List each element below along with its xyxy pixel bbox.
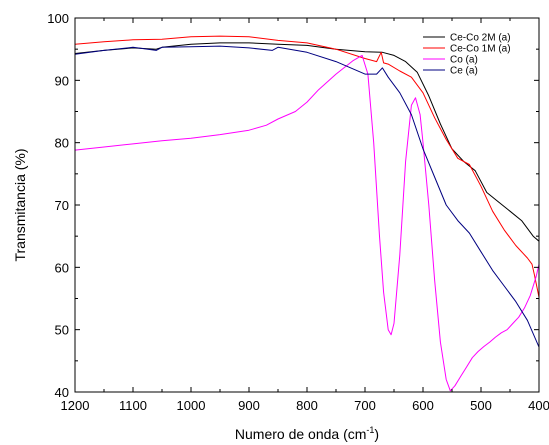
x-tick-label: 700 — [354, 398, 376, 413]
x-tick-label: 500 — [470, 398, 492, 413]
y-tick-label: 60 — [55, 260, 69, 275]
series-line-2 — [75, 35, 539, 298]
legend-label-1: Ce-Co 2M (a) — [450, 33, 511, 44]
series-line-1 — [75, 42, 539, 242]
y-tick-label: 90 — [55, 73, 69, 88]
x-tick-label: 1200 — [61, 398, 90, 413]
legend-label-3: Co (a) — [450, 55, 478, 66]
x-tick-label: 600 — [412, 398, 434, 413]
x-axis-label-superscript: -1 — [366, 425, 374, 435]
x-tick-label: 900 — [238, 398, 260, 413]
x-tick-label: 800 — [296, 398, 318, 413]
series-line-3 — [75, 54, 539, 392]
legend: Ce-Co 2M (a)Ce-Co 1M (a)Co (a)Ce (a) — [423, 33, 511, 77]
y-axis-label: Transmitancia (%) — [12, 148, 28, 261]
x-axis-label: Numero de onda (cm-1) — [235, 425, 379, 442]
x-axis-label-end: ) — [374, 426, 379, 442]
y-axis-ticks: 40 50 60 70 80 90 100 — [47, 11, 539, 400]
plot-area — [75, 18, 539, 392]
y-tick-label: 50 — [55, 323, 69, 338]
x-tick-label: 1000 — [177, 398, 206, 413]
series-layer — [75, 35, 539, 392]
x-axis-ticks: 1200 1100 1000 900 800 700 600 500 400 — [61, 18, 549, 413]
legend-label-4: Ce (a) — [450, 66, 478, 77]
y-tick-label: 40 — [55, 385, 69, 400]
legend-label-2: Ce-Co 1M (a) — [450, 44, 511, 55]
x-tick-label: 400 — [528, 398, 549, 413]
y-tick-label: 70 — [55, 198, 69, 213]
x-tick-label: 1100 — [119, 398, 147, 413]
y-tick-label: 100 — [47, 11, 69, 26]
y-tick-label: 80 — [55, 136, 69, 151]
series-line-4 — [75, 45, 539, 348]
